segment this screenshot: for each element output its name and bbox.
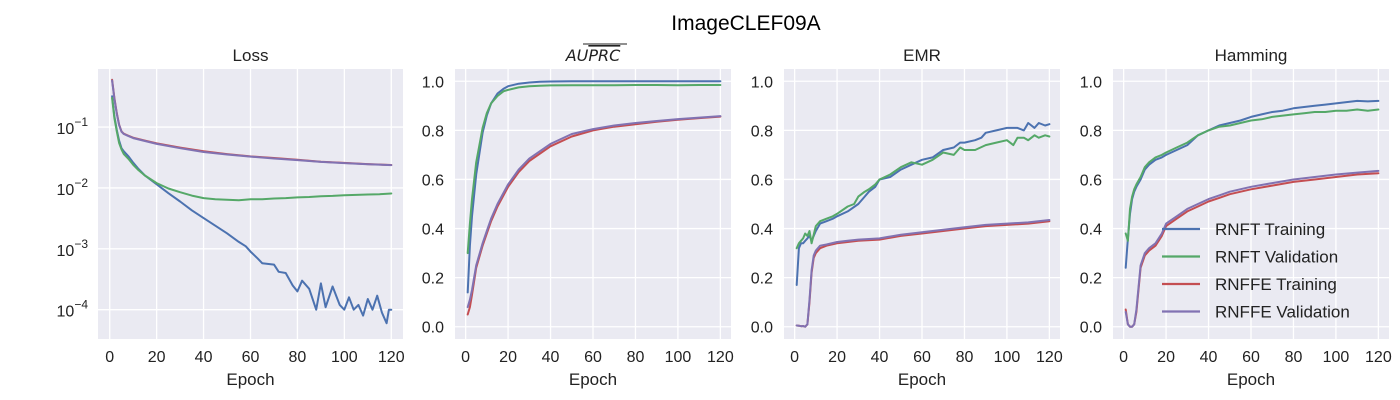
y-tick-label: 0.6 <box>422 172 444 189</box>
y-tick-label: 0.0 <box>751 320 773 337</box>
x-tick-label: 40 <box>871 349 889 366</box>
y-tick-label: 1.0 <box>751 74 773 91</box>
x-tick-label: 120 <box>1365 349 1392 366</box>
series-line-rnft-validation <box>466 84 722 255</box>
x-tick-label: 20 <box>499 349 517 366</box>
chart-panels: 0 20 40 60 80 100 120 10−4 10−3 10−2 10−1 Loss Epoch… <box>57 43 1392 389</box>
y-tick-label: 0.4 <box>1080 222 1102 239</box>
x-tick-label: 120 <box>1036 349 1063 366</box>
y-tick-label: 0.8 <box>751 123 773 140</box>
panel-title: AUPRC <box>565 46 621 65</box>
x-tick-label: 80 <box>627 349 645 366</box>
y-tick-label: 0.2 <box>751 271 773 288</box>
x-tick-label: 20 <box>148 349 166 366</box>
x-axis-label: Epoch <box>226 370 274 389</box>
series-line-rnffe-validation <box>466 115 722 309</box>
panel-title: Loss <box>233 46 269 65</box>
y-tick-label: 0.4 <box>751 222 773 239</box>
x-tick-label: 100 <box>1323 349 1350 366</box>
x-axis-label: Epoch <box>569 370 617 389</box>
y-tick-label: 10−2 <box>57 176 89 199</box>
chart-panel-loss: 0 20 40 60 80 100 120 10−4 10−3 10−2 10−1 Loss Epoch <box>57 46 405 389</box>
y-tick-label: 10−3 <box>57 237 89 260</box>
panel-title: Hamming <box>1215 46 1288 65</box>
y-tick-label: 0.6 <box>751 172 773 189</box>
series-line-rnft-training <box>466 80 722 294</box>
x-tick-label: 60 <box>584 349 602 366</box>
x-tick-label: 20 <box>828 349 846 366</box>
chart-panel-emr: 0 20 40 60 80 100 120 0.0 0.2 0.4 0.6 0.8 1.0 EMR Epoc… <box>751 46 1063 389</box>
legend-label: RNFFE Validation <box>1215 303 1350 322</box>
series-line-rnft-validation <box>1124 108 1380 242</box>
x-tick-label: 0 <box>105 349 114 366</box>
x-tick-label: 120 <box>378 349 405 366</box>
chart-panel-auprc: 0 20 40 60 80 100 120 0.0 0.2 0.4 0.6 0.8 1.0 AUPRC Ep… <box>422 43 734 389</box>
x-axis-label: Epoch <box>1227 370 1275 389</box>
y-tick-label: 0.2 <box>1080 271 1102 288</box>
y-tick-label: 1.0 <box>422 74 444 91</box>
x-tick-label: 60 <box>1242 349 1260 366</box>
x-tick-label: 0 <box>790 349 799 366</box>
x-tick-label: 100 <box>331 349 358 366</box>
y-tick-label: 0.2 <box>422 271 444 288</box>
series-line-rnffe-validation <box>1124 169 1380 328</box>
y-tick-label: 0.8 <box>422 123 444 140</box>
x-tick-label: 100 <box>994 349 1021 366</box>
x-tick-label: 60 <box>913 349 931 366</box>
chart-panel-hamming: 0 20 40 60 80 100 120 0.0 0.2 0.4 0.6 0.8 1.0 Hamming… <box>1080 46 1392 389</box>
y-tick-label: 0.8 <box>1080 123 1102 140</box>
legend-entry: RNFFE Validation <box>1162 303 1350 322</box>
y-tick-label: 10−1 <box>57 115 89 138</box>
y-tick-label: 0.6 <box>1080 172 1102 189</box>
x-axis-label: Epoch <box>898 370 946 389</box>
series-line-rnffe-validation <box>795 219 1051 328</box>
panel-title: EMR <box>903 46 941 65</box>
legend-entry: RNFT Training <box>1162 220 1325 239</box>
y-tick-label: 0.0 <box>1080 320 1102 337</box>
series-line-rnffe-validation <box>111 79 393 167</box>
y-tick-label: 10−4 <box>57 298 89 321</box>
x-tick-label: 80 <box>956 349 974 366</box>
series-line-rnft-validation <box>795 134 1051 250</box>
legend: RNFT Training RNFT Validation RNFFE Traini… <box>1162 220 1350 322</box>
x-tick-label: 80 <box>1285 349 1303 366</box>
x-tick-label: 0 <box>1119 349 1128 366</box>
x-tick-label: 40 <box>195 349 213 366</box>
x-tick-label: 120 <box>707 349 734 366</box>
y-tick-label: 1.0 <box>1080 74 1102 91</box>
x-tick-label: 20 <box>1157 349 1175 366</box>
legend-label: RNFT Validation <box>1215 248 1338 267</box>
legend-label: RNFT Training <box>1215 220 1325 239</box>
legend-entry: RNFFE Training <box>1162 275 1337 294</box>
y-tick-label: 0.0 <box>422 320 444 337</box>
y-tick-label: 0.4 <box>422 222 444 239</box>
series-line-rnft-validation <box>111 97 393 202</box>
figure-title: ImageCLEF09A <box>671 12 820 35</box>
x-tick-label: 40 <box>1200 349 1218 366</box>
x-tick-label: 100 <box>665 349 692 366</box>
legend-label: RNFFE Training <box>1215 275 1337 294</box>
series-line-rnft-training <box>111 95 393 325</box>
x-tick-label: 0 <box>461 349 470 366</box>
x-tick-label: 80 <box>289 349 307 366</box>
x-tick-label: 60 <box>242 349 260 366</box>
legend-entry: RNFT Validation <box>1162 248 1338 267</box>
x-tick-label: 40 <box>542 349 560 366</box>
